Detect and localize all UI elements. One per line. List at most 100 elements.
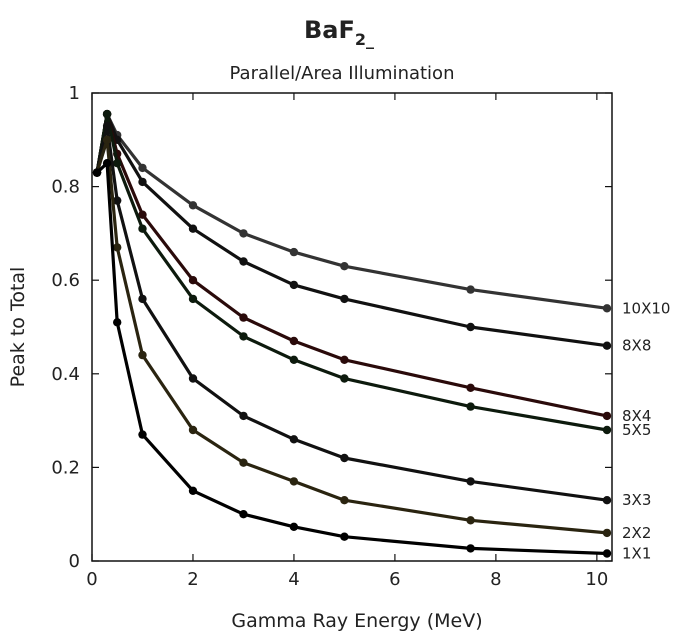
data-point bbox=[340, 294, 349, 304]
chart-subtitle: Parallel/Area Illumination bbox=[230, 63, 455, 84]
chart-title-main: BaF bbox=[304, 16, 355, 44]
data-point bbox=[113, 196, 122, 205]
chart-title-subscript: 2_ bbox=[355, 30, 374, 49]
data-point bbox=[113, 159, 122, 168]
series-8x4: 8X4 bbox=[92, 109, 651, 425]
data-point bbox=[188, 425, 198, 435]
data-point bbox=[466, 402, 475, 411]
series-2x2: 2X2 bbox=[92, 135, 651, 542]
data-point bbox=[289, 336, 299, 346]
series-label: 3X3 bbox=[622, 491, 651, 509]
y-axis-label: Peak to Total bbox=[7, 267, 29, 388]
data-point bbox=[239, 332, 248, 341]
series-1x1: 1X1 bbox=[92, 159, 651, 563]
data-point bbox=[466, 322, 475, 332]
data-point bbox=[113, 318, 122, 327]
series-line bbox=[95, 112, 608, 348]
data-point bbox=[340, 453, 349, 463]
data-point bbox=[289, 522, 299, 531]
data-point bbox=[602, 425, 612, 435]
y-tick-label: 1 bbox=[69, 83, 80, 104]
series-10x10: 10X10 bbox=[92, 109, 670, 317]
y-tick-label: 0.2 bbox=[51, 457, 80, 478]
data-point bbox=[340, 374, 349, 383]
series-line bbox=[95, 112, 608, 418]
data-point bbox=[602, 411, 612, 421]
y-tick-label: 0.8 bbox=[51, 177, 80, 198]
data-point bbox=[239, 257, 248, 266]
data-point bbox=[239, 510, 248, 519]
data-point bbox=[466, 544, 475, 553]
data-point bbox=[239, 458, 248, 467]
data-point bbox=[340, 532, 349, 541]
data-point bbox=[188, 224, 198, 233]
data-point bbox=[466, 516, 475, 525]
plot-frame bbox=[91, 92, 613, 562]
data-point bbox=[188, 201, 198, 210]
data-point bbox=[340, 496, 349, 505]
series-line bbox=[95, 138, 608, 535]
data-point bbox=[466, 285, 475, 294]
data-point bbox=[289, 247, 299, 257]
data-point bbox=[138, 350, 147, 360]
data-point bbox=[138, 177, 147, 187]
data-point bbox=[289, 435, 299, 444]
data-point bbox=[188, 374, 198, 383]
series-label: 5X5 bbox=[622, 421, 651, 439]
data-point bbox=[138, 163, 147, 173]
series-label: 1X1 bbox=[622, 545, 651, 563]
series-3x3: 3X3 bbox=[92, 121, 651, 509]
x-tick-label: 0 bbox=[86, 569, 97, 590]
data-point bbox=[188, 294, 198, 304]
series-label: 2X2 bbox=[622, 524, 651, 542]
data-point bbox=[102, 159, 112, 168]
data-point bbox=[138, 430, 147, 439]
x-tick-label: 6 bbox=[389, 569, 400, 590]
series-line bbox=[95, 112, 608, 432]
data-point bbox=[188, 276, 198, 285]
y-tick-label: 0.6 bbox=[51, 270, 80, 291]
data-point bbox=[92, 168, 102, 177]
data-point bbox=[188, 486, 198, 495]
series-8x8: 8X8 bbox=[92, 109, 651, 355]
series-label: 8X8 bbox=[622, 337, 651, 355]
data-point bbox=[289, 355, 299, 364]
data-point bbox=[340, 355, 349, 364]
data-point bbox=[602, 341, 612, 350]
x-tick-label: 8 bbox=[490, 569, 501, 590]
series-5x5: 5X5 bbox=[92, 109, 651, 439]
data-point bbox=[239, 313, 248, 322]
data-point bbox=[102, 135, 112, 144]
data-point bbox=[138, 210, 147, 219]
data-point bbox=[602, 549, 612, 558]
data-point bbox=[239, 411, 248, 421]
data-point bbox=[102, 109, 112, 119]
x-tick-label: 4 bbox=[288, 569, 299, 590]
data-point bbox=[602, 528, 612, 538]
data-point bbox=[602, 496, 612, 505]
data-point bbox=[138, 224, 147, 233]
data-point bbox=[466, 383, 475, 392]
chart-title: BaF2_ bbox=[304, 16, 374, 49]
data-point bbox=[340, 262, 349, 271]
x-tick-label: 10 bbox=[585, 569, 608, 590]
data-point bbox=[466, 477, 475, 486]
series-line bbox=[95, 161, 608, 556]
series-line bbox=[95, 124, 608, 502]
data-point bbox=[239, 229, 248, 238]
x-axis-label: Gamma Ray Energy (MeV) bbox=[231, 610, 482, 632]
data-point bbox=[138, 294, 147, 304]
x-tick-label: 2 bbox=[187, 569, 198, 590]
data-point bbox=[113, 243, 122, 252]
series-label: 8X4 bbox=[622, 407, 651, 425]
y-tick-label: 0.4 bbox=[51, 364, 80, 385]
data-point bbox=[102, 121, 112, 130]
axis-ticks: 0 2 4 6 8 10 0 0.2 0.4 0.6 0.8 1 bbox=[51, 83, 612, 590]
data-point bbox=[602, 304, 612, 313]
y-tick-label: 0 bbox=[69, 551, 80, 572]
data-point bbox=[289, 477, 299, 486]
series-label: 10X10 bbox=[622, 299, 670, 317]
data-point bbox=[289, 280, 299, 290]
